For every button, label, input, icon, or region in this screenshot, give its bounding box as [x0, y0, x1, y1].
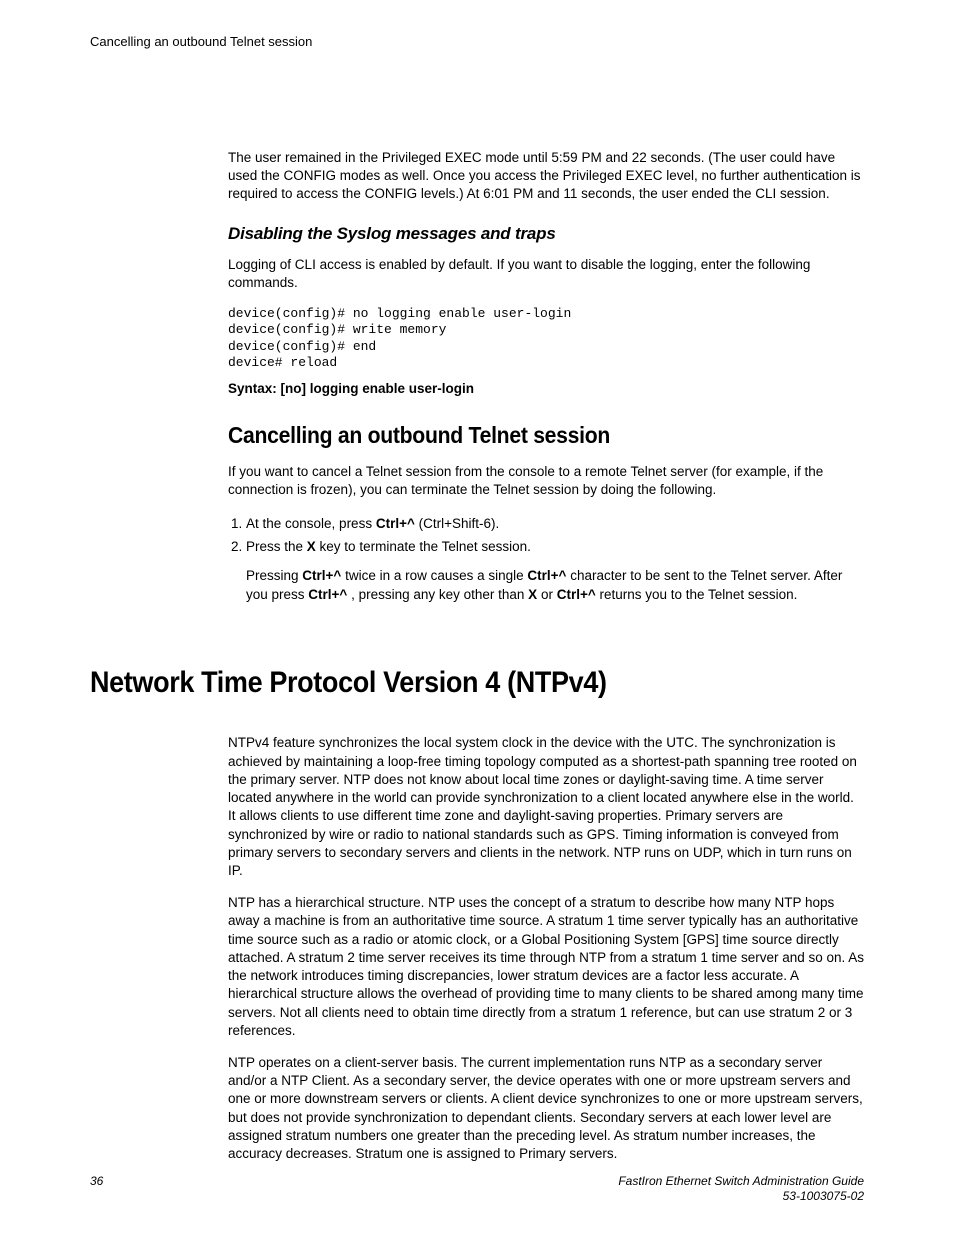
page: Cancelling an outbound Telnet session Th…	[0, 0, 954, 1235]
heading-cancel-telnet: Cancelling an outbound Telnet session	[228, 422, 813, 449]
heading-ntpv4: Network Time Protocol Version 4 (NTPv4)	[90, 666, 787, 700]
syntax-bold: Syntax: [no] logging enable user-login	[228, 381, 474, 396]
step-2: Press the X key to terminate the Telnet …	[246, 537, 864, 557]
ntp-para-1: NTPv4 feature synchronizes the local sys…	[228, 734, 864, 880]
ntp-content: NTPv4 feature synchronizes the local sys…	[228, 734, 864, 1163]
running-head: Cancelling an outbound Telnet session	[90, 34, 864, 49]
disable-paragraph: Logging of CLI access is enabled by defa…	[228, 256, 864, 292]
page-footer: 36 FastIron Ethernet Switch Administrati…	[90, 1174, 864, 1205]
code-block: device(config)# no logging enable user-l…	[228, 306, 864, 371]
footer-title: FastIron Ethernet Switch Administration …	[618, 1174, 864, 1188]
intro-paragraph: The user remained in the Privileged EXEC…	[228, 149, 864, 204]
syntax-line: Syntax: [no] logging enable user-login	[228, 381, 864, 396]
heading-disable-syslog: Disabling the Syslog messages and traps	[228, 224, 864, 244]
content-area: The user remained in the Privileged EXEC…	[228, 149, 864, 604]
footer-docnum: 53-1003075-02	[783, 1189, 864, 1203]
step-1: At the console, press Ctrl+^ (Ctrl+Shift…	[246, 514, 864, 534]
steps-list: At the console, press Ctrl+^ (Ctrl+Shift…	[228, 514, 864, 557]
cancel-paragraph: If you want to cancel a Telnet session f…	[228, 463, 864, 499]
ntp-para-3: NTP operates on a client-server basis. T…	[228, 1054, 864, 1163]
footer-text: FastIron Ethernet Switch Administration …	[618, 1174, 864, 1205]
note-paragraph: Pressing Ctrl+^ twice in a row causes a …	[246, 567, 864, 605]
page-number: 36	[90, 1174, 103, 1188]
ntp-para-2: NTP has a hierarchical structure. NTP us…	[228, 894, 864, 1040]
